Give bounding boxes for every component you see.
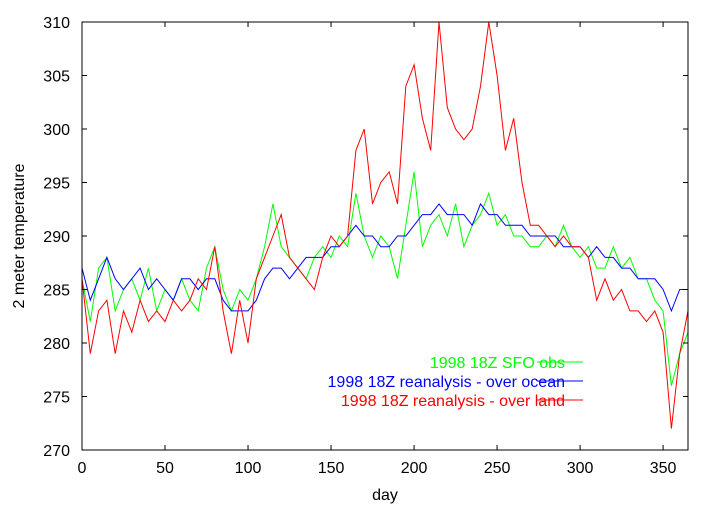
x-tick-label: 150 [318, 460, 345, 477]
x-tick-label: 350 [650, 460, 677, 477]
x-tick-label: 200 [401, 460, 428, 477]
y-tick-label: 285 [43, 283, 70, 300]
y-tick-label: 275 [43, 390, 70, 407]
y-tick-label: 270 [43, 443, 70, 460]
y-tick-label: 305 [43, 69, 70, 86]
legend-label-1: 1998 18Z reanalysis - over ocean [328, 374, 565, 391]
legend-label-2: 1998 18Z reanalysis - over land [341, 393, 565, 410]
legend-label-0: 1998 18Z SFO obs [430, 355, 565, 372]
series-line-0 [81, 171, 689, 386]
y-tick-label: 300 [43, 122, 70, 139]
x-tick-label: 100 [235, 460, 262, 477]
x-tick-label: 50 [156, 460, 174, 477]
series-line-1 [81, 202, 688, 313]
y-tick-label: 280 [43, 336, 70, 353]
y-axis-label: 2 meter temperature [11, 163, 28, 308]
x-tick-label: 300 [567, 460, 594, 477]
y-tick-label: 310 [43, 15, 70, 32]
x-tick-label: 250 [484, 460, 511, 477]
x-axis-label: day [372, 487, 398, 504]
x-tick-label: 0 [78, 460, 87, 477]
series-line-2 [81, 21, 689, 429]
y-tick-label: 290 [43, 229, 70, 246]
y-tick-label: 295 [43, 176, 70, 193]
